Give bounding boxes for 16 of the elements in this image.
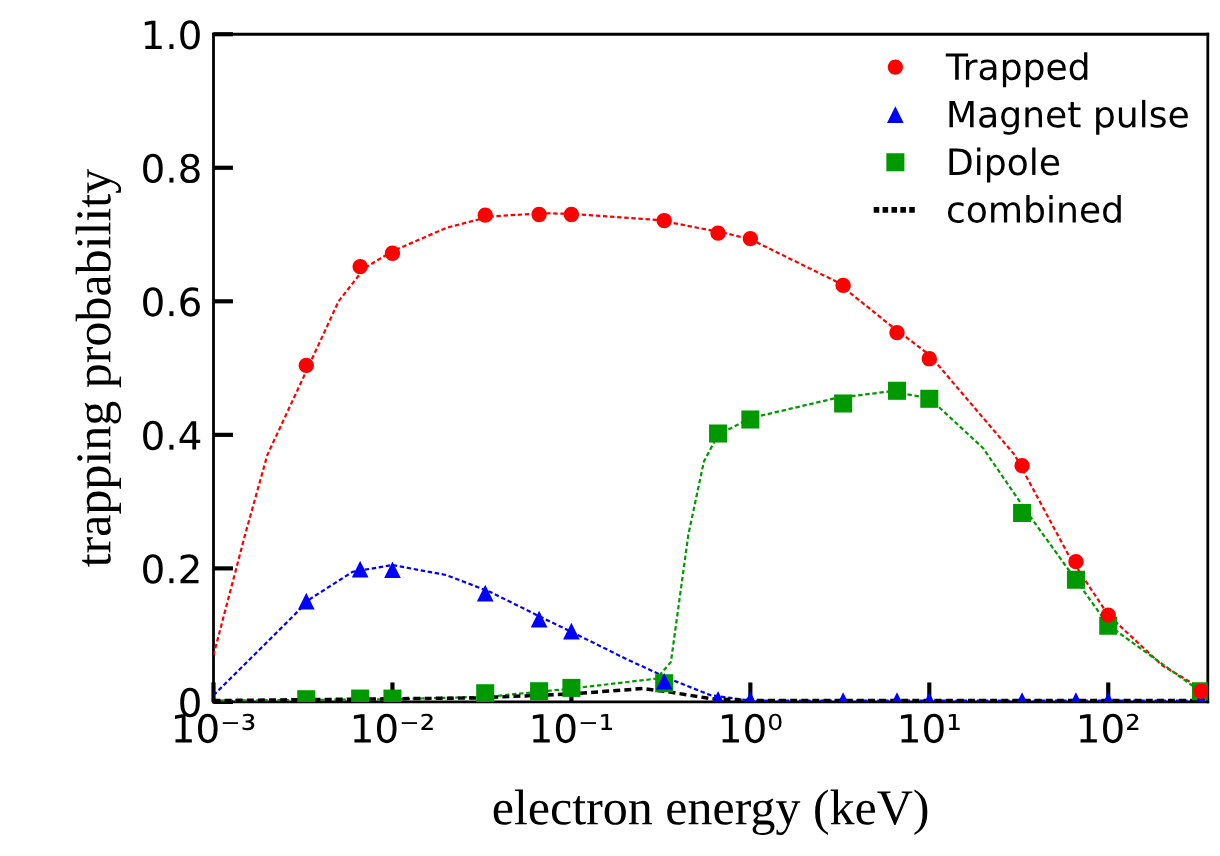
y-tick-label: 0.2 (143, 554, 199, 584)
legend-label: Dipole (949, 147, 1060, 183)
y-axis-title: trapping probability (75, 169, 122, 567)
x-tick-label: 10¹ (901, 713, 960, 744)
y-tick-label: 1.0 (144, 20, 200, 50)
legend-label: Trapped (945, 52, 1088, 88)
y-tick-label: 0.4 (143, 420, 201, 451)
x-axis-title: electron energy (keV) (493, 789, 928, 836)
y-tick-label: 0.8 (143, 153, 200, 184)
x-tick-label: 10² (1079, 713, 1139, 744)
x-tick-label: 10⁰ (722, 713, 782, 744)
y-tick-label: 0.6 (143, 287, 200, 317)
legend-label: combined (947, 195, 1121, 224)
legend-label: Magnet pulse (949, 99, 1188, 135)
x-tick-label: 10⁻¹ (532, 713, 613, 744)
x-tick-label: 10⁻² (353, 713, 433, 744)
